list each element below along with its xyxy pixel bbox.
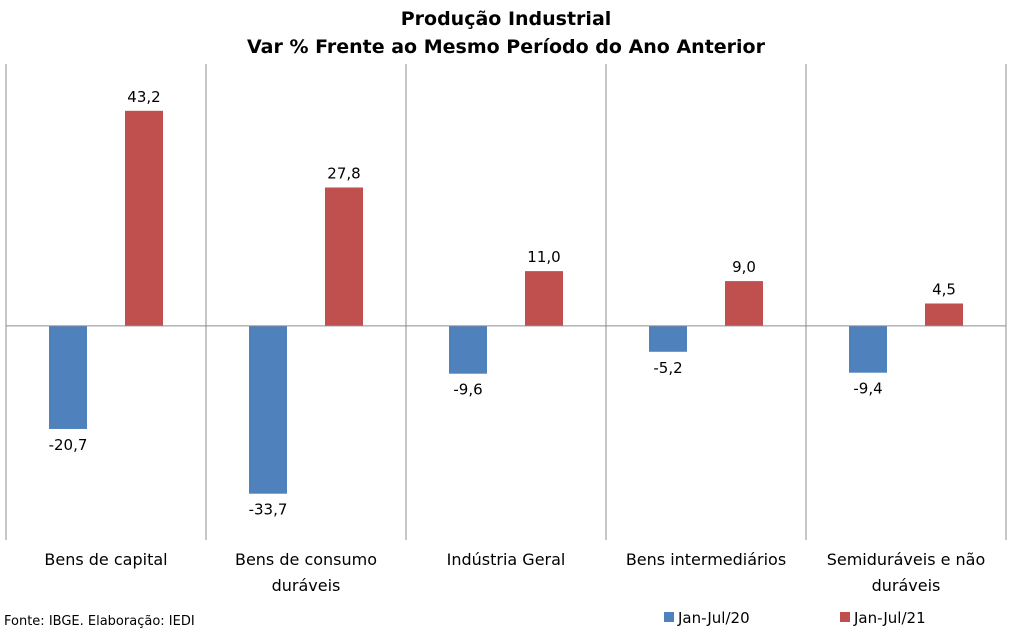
legend-label: Jan-Jul/21	[853, 609, 926, 627]
plot-area: -20,7 -33,7 -9,6 -5,2 -9,4 43,2 27,8 11,0 9,0 4,5	[5, 64, 1007, 540]
category-label: Indústria Geral	[447, 550, 566, 569]
bar-series1	[849, 325, 887, 373]
chart-title: Produção Industrial	[401, 8, 612, 30]
bar-series2	[525, 271, 563, 326]
bar-series2	[925, 303, 963, 326]
bar-series2	[325, 187, 363, 326]
data-label: 11,0	[527, 248, 560, 266]
data-label: 4,5	[932, 280, 956, 298]
category-label: Semiduráveis e não duráveis	[827, 550, 986, 595]
data-label: -5,2	[653, 359, 682, 377]
chart-subtitle: Var % Frente ao Mesmo Período do Ano Ant…	[247, 36, 766, 58]
data-label: 27,8	[327, 164, 360, 182]
category-labels: Bens de capital Bens de consumo duráveis In…	[44, 550, 985, 595]
data-label: -20,7	[49, 436, 88, 454]
bar-series1	[449, 325, 487, 374]
data-label: -9,6	[453, 381, 482, 399]
category-label: Bens de consumo duráveis	[235, 550, 377, 595]
bar-series1	[649, 325, 687, 352]
bar-series2	[725, 281, 763, 326]
bar-series2	[125, 110, 163, 326]
data-label: -33,7	[249, 501, 288, 519]
category-label: Bens intermediários	[626, 550, 786, 569]
category-label: Bens de capital	[44, 550, 167, 569]
legend-swatch	[664, 612, 674, 622]
legend: Jan-Jul/20 Jan-Jul/21	[664, 609, 926, 627]
bar-series1	[49, 325, 87, 429]
source-note: Fonte: IBGE. Elaboração: IEDI	[4, 614, 195, 629]
bar-series1	[249, 325, 287, 494]
data-label: 9,0	[732, 258, 756, 276]
legend-swatch	[840, 612, 850, 622]
data-label: 43,2	[127, 88, 160, 106]
legend-label: Jan-Jul/20	[677, 609, 750, 627]
data-label: -9,4	[853, 380, 882, 398]
